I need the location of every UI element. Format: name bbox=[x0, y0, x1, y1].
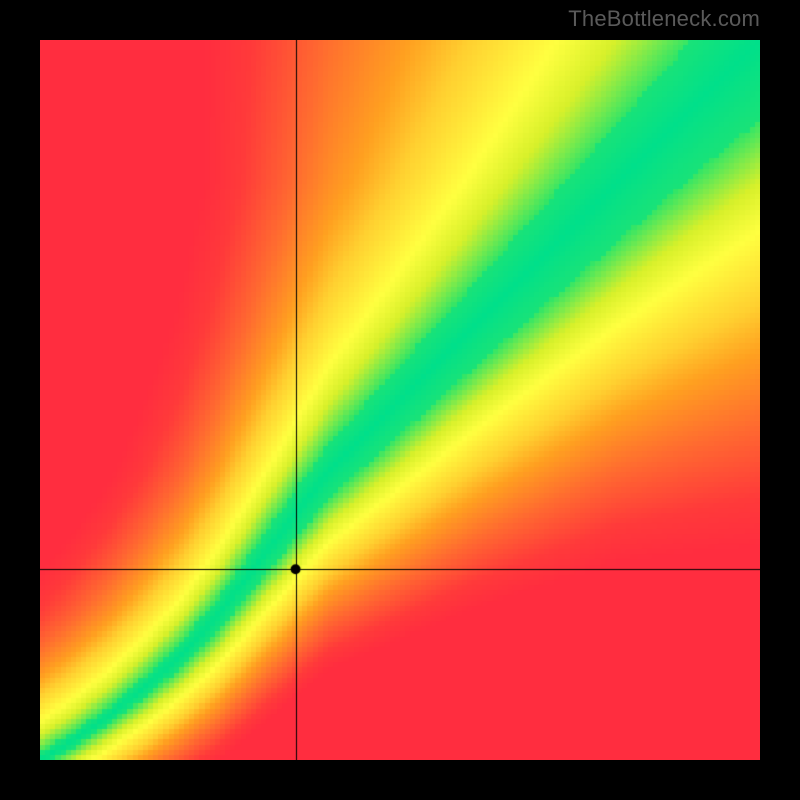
plot-area bbox=[40, 40, 760, 760]
bottleneck-heatmap bbox=[40, 40, 760, 760]
attribution-label: TheBottleneck.com bbox=[568, 6, 760, 32]
figure-frame: TheBottleneck.com bbox=[0, 0, 800, 800]
